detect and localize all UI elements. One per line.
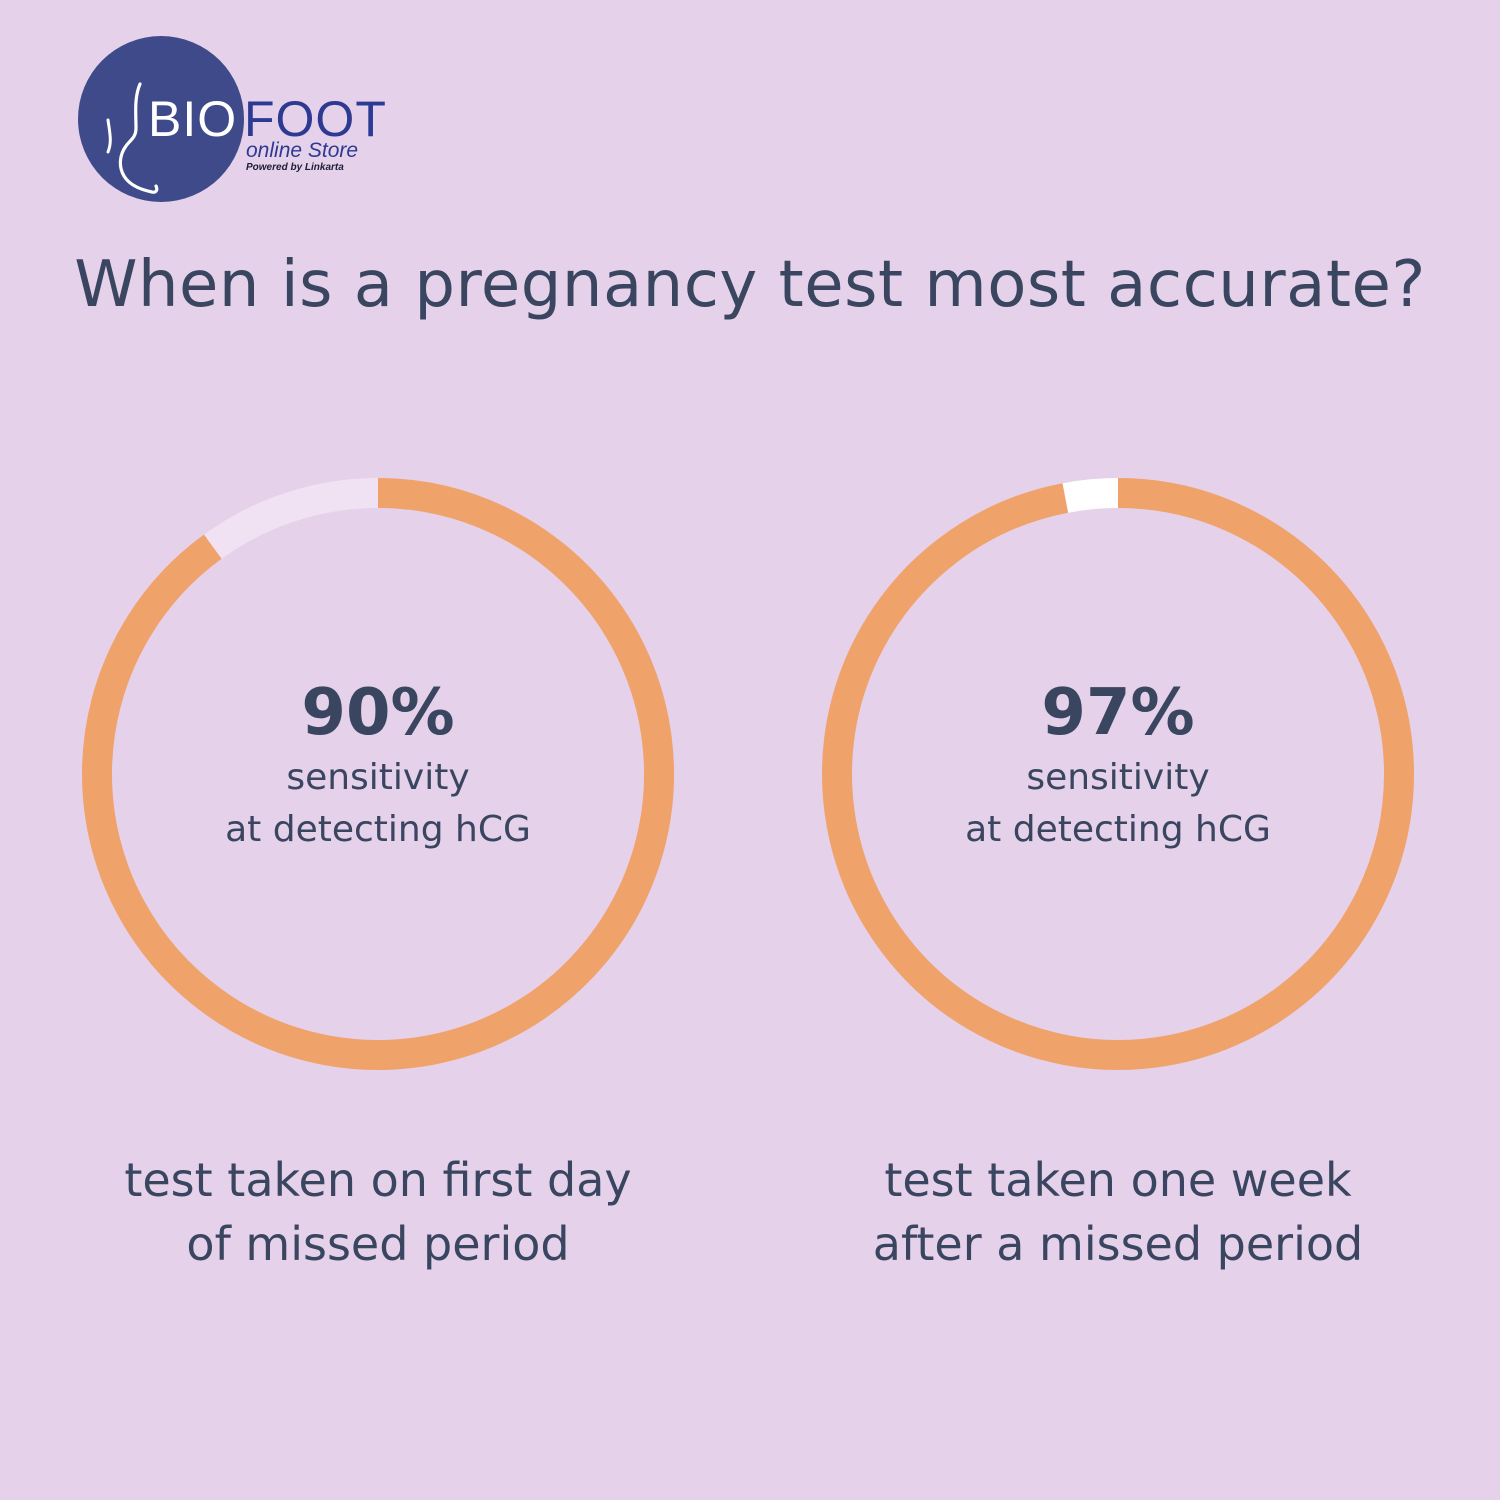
donut-value-label: 90% (301, 676, 455, 750)
donut-caption-first: test taken on first day of missed period (58, 1148, 698, 1276)
caption-line: test taken on first day (124, 1153, 632, 1207)
caption-line: after a missed period (872, 1217, 1364, 1271)
donut-value-label: 97% (1041, 676, 1195, 750)
logo-powered-text: Powered by Linkarta (246, 162, 344, 173)
donut-center-line: at detecting hCG (965, 809, 1271, 850)
infographic-title: When is a pregnancy test most accurate? (74, 248, 1426, 322)
caption-line: test taken one week (884, 1153, 1352, 1207)
biofoot-logo[interactable]: BIO FOOT online Store Powered by Linkart… (78, 36, 386, 206)
logo-brand-bio: BIO (148, 91, 238, 147)
donut-center-line: sensitivity (1026, 757, 1210, 798)
logo-brand-foot: FOOT (244, 91, 387, 147)
donut-center-second: 97% sensitivity at detecting hCG (868, 674, 1368, 856)
donut-segment-filled (82, 478, 674, 1070)
donut-center-line: at detecting hCG (225, 809, 531, 850)
donut-center-line: sensitivity (286, 757, 470, 798)
caption-line: of missed period (186, 1217, 570, 1271)
donut-segment-remaining (1062, 478, 1119, 513)
donut-caption-second: test taken one week after a missed perio… (798, 1148, 1438, 1276)
donut-segment-remaining (204, 478, 379, 559)
foot-outline-icon (106, 82, 159, 194)
donut-segment-filled (822, 478, 1414, 1070)
logo-circle (78, 36, 244, 202)
donut-center-first: 90% sensitivity at detecting hCG (128, 674, 628, 856)
logo-store-text: online Store (246, 139, 359, 162)
